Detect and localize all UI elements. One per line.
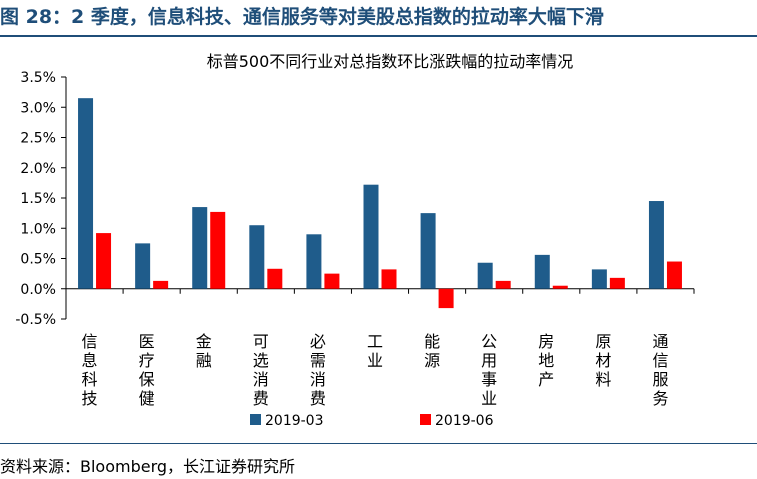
x-tick-label: 医疗保健 <box>139 332 155 408</box>
x-tick-label: 工业 <box>367 332 383 370</box>
source-note: 资料来源：Bloomberg，长江证券研究所 <box>0 457 296 476</box>
bar-2019-06 <box>267 268 283 289</box>
bar-2019-06 <box>495 280 511 289</box>
bar-2019-03 <box>591 269 607 289</box>
y-tick-label: 1.5% <box>20 191 56 207</box>
x-tick-label: 金融 <box>196 332 212 370</box>
x-tick-label: 公用事业 <box>481 332 497 408</box>
x-tick-label: 可选消费 <box>253 332 269 408</box>
x-tick-label: 必需消费 <box>310 332 326 408</box>
bar-2019-03 <box>420 213 436 289</box>
y-tick-label: 0.5% <box>20 252 56 268</box>
bar-2019-06 <box>381 269 397 289</box>
bar-2019-03 <box>534 254 550 289</box>
x-tick-label: 通信服务 <box>652 332 668 408</box>
y-tick-label: 3.0% <box>20 100 56 116</box>
bar-chart: 标普500不同行业对总指数环比涨跌幅的拉动率情况 -0.5% 0.0% 0.5% 1.0… <box>15 52 695 429</box>
y-tick-label: 3.5% <box>20 70 56 86</box>
bar-2019-03 <box>363 184 379 289</box>
bar-2019-03 <box>192 207 208 289</box>
bar-2019-03 <box>477 262 493 289</box>
bar-2019-06 <box>666 261 682 289</box>
legend-label: 2019-06 <box>435 413 494 429</box>
y-tick-label: 2.0% <box>20 161 56 177</box>
chart-title: 标普500不同行业对总指数环比涨跌幅的拉动率情况 <box>207 52 574 71</box>
bar-2019-03 <box>306 234 322 289</box>
x-tick-label: 原材料 <box>595 332 611 389</box>
y-tick-label: 0.0% <box>20 282 56 298</box>
bottom-divider <box>0 443 757 444</box>
bar-2019-03 <box>648 201 664 289</box>
bar-2019-03 <box>78 98 94 289</box>
legend-swatch-2019-06 <box>420 414 431 425</box>
legend-swatch-2019-03 <box>250 414 261 425</box>
bar-2019-06 <box>96 233 112 289</box>
x-tick-label: 房地产 <box>538 332 554 389</box>
bar-2019-06 <box>609 277 625 289</box>
bar-2019-03 <box>249 225 265 289</box>
x-tick-label: 能源 <box>424 332 440 370</box>
bar-2019-06 <box>438 288 454 309</box>
bar-2019-03 <box>135 243 151 289</box>
y-tick-label: 2.5% <box>20 131 56 147</box>
bar-2019-06 <box>210 211 226 289</box>
top-divider <box>0 35 757 37</box>
bar-2019-06 <box>324 273 340 289</box>
y-tick-label: 1.0% <box>20 221 56 237</box>
bar-2019-06 <box>153 280 169 289</box>
x-tick-label: 信息科技 <box>82 332 98 408</box>
figure-title: 图 28：2 季度，信息科技、通信服务等对美股总指数的拉动率大幅下滑 <box>0 6 604 28</box>
bar-2019-06 <box>552 285 568 289</box>
y-tick-label: -0.5% <box>15 312 56 328</box>
legend-label: 2019-03 <box>265 413 324 429</box>
